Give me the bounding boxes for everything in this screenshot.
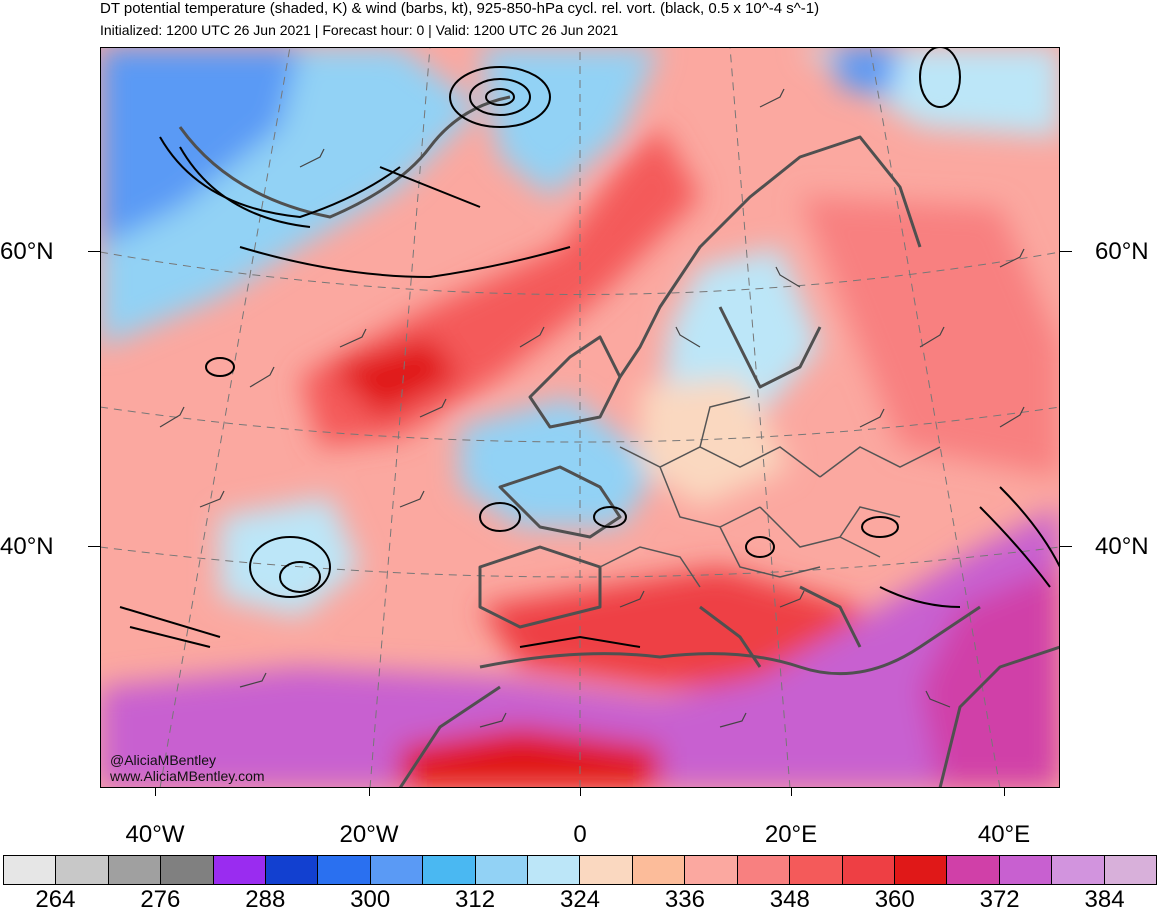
wind-barbs — [159, 88, 1025, 728]
colorbar-swatch — [56, 856, 109, 884]
lat-tick-left-60 — [88, 251, 100, 252]
colorbar-swatch — [580, 856, 633, 884]
graticule — [100, 47, 1060, 788]
warm-air-eastern-europe — [800, 197, 1060, 477]
colorbar-swatch — [528, 856, 581, 884]
colorbar-tick-label: 372 — [979, 886, 1020, 913]
cool-air-azores — [220, 497, 360, 617]
coastlines — [178, 95, 1060, 788]
colorbar-swatch — [475, 856, 529, 884]
colorbar-swatch — [4, 856, 57, 884]
lon-label-40e: 40°E — [977, 821, 1031, 848]
colorbar-tick-label: 264 — [35, 886, 76, 913]
cool-air-france — [460, 397, 660, 527]
colorbar — [3, 855, 1157, 885]
colorbar-tick-label: 276 — [140, 886, 181, 913]
lon-tick-0 — [580, 788, 581, 796]
weather-map — [100, 47, 1060, 788]
colorbar-tick-label: 324 — [559, 886, 601, 913]
colorbar-tick-label: 300 — [350, 886, 391, 913]
colorbar-tick-label: 384 — [1084, 886, 1125, 913]
lat-label-60n-right: 60°N — [1095, 238, 1149, 265]
colorbar-swatch — [423, 856, 476, 884]
colorbar-tick-label: 360 — [874, 886, 915, 913]
lat-label-40n-left: 40°N — [0, 533, 54, 560]
colorbar-swatch — [894, 856, 948, 884]
colorbar-swatch — [161, 856, 214, 884]
colorbar-swatch — [842, 856, 895, 884]
colorbar-swatch — [790, 856, 843, 884]
lat-tick-right-60 — [1060, 251, 1072, 252]
credit-website: www.AliciaMBentley.com — [110, 768, 265, 784]
colorbar-tick-label: 336 — [664, 886, 705, 913]
lon-tick-40w — [155, 788, 156, 796]
lon-label-20e: 20°E — [764, 821, 818, 848]
vorticity-contours — [119, 47, 1060, 648]
colorbar-swatch — [213, 856, 267, 884]
cool-air-central-europe — [640, 377, 790, 507]
colorbar-swatch — [737, 856, 791, 884]
lon-tick-40e — [1004, 788, 1005, 796]
colorbar-swatch — [685, 856, 738, 884]
cold-air-north — [480, 47, 660, 197]
lon-tick-20e — [791, 788, 792, 796]
warm-core-atlantic — [330, 337, 460, 417]
chart-title: DT potential temperature (shaded, K) & w… — [100, 0, 820, 17]
colorbar-swatch — [318, 856, 371, 884]
colorbar-swatch — [108, 856, 162, 884]
lat-tick-left-40 — [88, 546, 100, 547]
lat-label-60n-left: 60°N — [0, 238, 54, 265]
colorbar-tick-label: 312 — [455, 886, 496, 913]
lon-label-40w: 40°W — [125, 821, 185, 848]
colorbar-swatch — [370, 856, 424, 884]
colorbar-tick-label: 288 — [245, 886, 286, 913]
colorbar-tick-label: 348 — [769, 886, 810, 913]
colorbar-swatch — [266, 856, 319, 884]
lon-label-20w: 20°W — [339, 821, 399, 848]
cold-core-northwest — [100, 47, 300, 247]
colorbar-swatch — [1052, 856, 1105, 884]
borders — [599, 396, 941, 588]
credit-handle: @AliciaMBentley — [110, 752, 217, 768]
chart-subtitle: Initialized: 1200 UTC 26 Jun 2021 | Fore… — [100, 22, 619, 38]
lat-label-40n-right: 40°N — [1095, 533, 1149, 560]
lat-tick-right-40 — [1060, 546, 1072, 547]
lon-label-0: 0 — [573, 821, 587, 848]
hot-core-africa — [400, 727, 660, 788]
colorbar-swatch — [999, 856, 1053, 884]
colorbar-swatch — [632, 856, 686, 884]
colorbar-swatch — [947, 856, 1000, 884]
cold-core-northeast — [830, 47, 900, 97]
hot-air-sahara — [100, 507, 1060, 788]
colorbar-swatch — [1104, 856, 1156, 884]
lon-tick-20w — [369, 788, 370, 796]
